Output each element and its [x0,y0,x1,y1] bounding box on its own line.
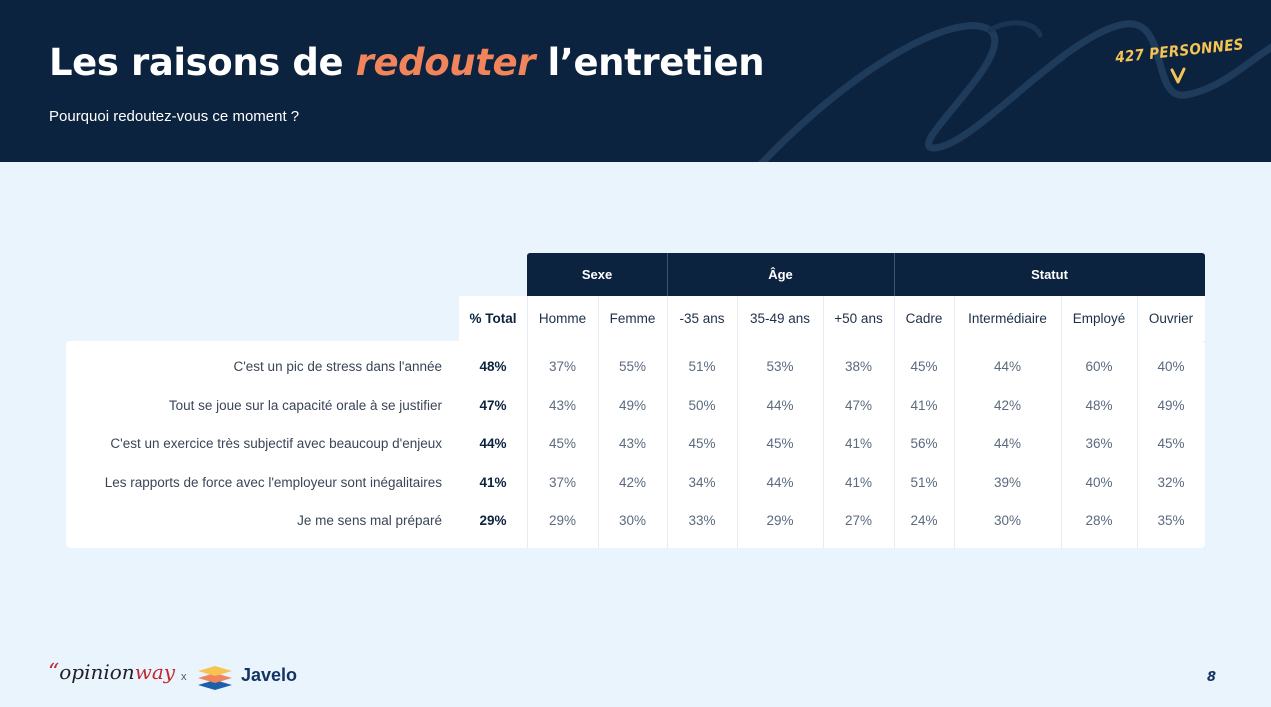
javelo-logo-icon [198,666,232,690]
column-header: Cadre [905,311,943,326]
column-divider [1137,296,1138,548]
table-cell: 49% [1157,397,1185,413]
column-header: -35 ans [679,311,725,326]
column-header: Femme [609,311,656,326]
row-label: Je me sens mal préparé [297,513,442,529]
column-header-band [459,296,1205,341]
column-divider [954,296,955,548]
column-divider [667,296,668,548]
table-cell: 44% [993,359,1022,374]
table-cell: 43% [548,397,577,413]
table-cell: 41% [844,436,873,452]
opinionway-logo: “opinionway [48,660,176,685]
table-cell: 48% [479,359,507,374]
table-cell: 39% [993,474,1022,490]
table-cell: 49% [618,397,647,413]
table-cell: 44% [479,436,507,452]
group-header: Sexe [581,267,613,282]
chevron-down-icon [1170,67,1186,84]
table-cell: 29% [548,513,577,529]
title-text-start: Les raisons de [49,41,356,84]
table-cell: 45% [1157,436,1185,452]
table-cell: 55% [618,359,647,374]
table-cell: 42% [993,397,1022,413]
table-cell: 41% [479,474,507,490]
table-cell: 56% [910,436,938,452]
group-divider [667,253,668,296]
table-cell: 41% [844,474,873,490]
table-cell: 36% [1085,436,1113,452]
column-header: 35-49 ans [749,311,811,326]
table-cell: 45% [766,436,794,452]
table-cell: 27% [844,513,873,529]
table-cell: 37% [548,474,577,490]
column-header: % Total [469,311,517,326]
group-header-bar [527,253,1205,296]
table-cell: 24% [910,513,938,529]
table-cell: 29% [479,513,507,529]
table-cell: 45% [688,436,716,452]
table-cell: 40% [1085,474,1113,490]
column-divider [1061,296,1062,548]
table-cell: 35% [1157,513,1185,529]
column-divider [737,296,738,548]
table-cell: 48% [1085,397,1113,413]
respondents-count: 427 PERSONNES [1114,35,1245,67]
row-label: C'est un pic de stress dans l'année [233,359,442,374]
table-cell: 44% [993,436,1022,452]
table-cell: 30% [993,513,1022,529]
page-title: Les raisons de redouter l’entretien [49,41,765,84]
column-header: Intermédiaire [968,311,1047,326]
column-header: Ouvrier [1148,311,1194,326]
page-subtitle: Pourquoi redoutez-vous ce moment ? [49,108,300,125]
table-cell: 30% [618,513,647,529]
slide-header: Les raisons de redouter l’entretien Pour… [0,0,1271,162]
group-header: Âge [768,267,793,282]
column-divider [598,296,599,548]
table-cell: 37% [548,359,577,374]
table-cell: 47% [844,397,873,413]
row-label: Les rapports de force avec l'employeur s… [104,474,442,490]
table-cell: 32% [1157,474,1185,490]
column-divider [527,296,528,548]
table-cell: 28% [1085,513,1113,529]
table-cell: 42% [618,474,647,490]
row-label: Tout se joue sur la capacité orale à se … [168,397,442,413]
table-cell: 29% [766,513,794,529]
decorative-swirl [758,20,1271,162]
row-label: C'est un exercice très subjectif avec be… [110,436,442,452]
column-header: +50 ans [834,311,883,326]
table-cell: 44% [766,397,794,413]
group-header: Statut [1031,267,1068,282]
table-cell: 38% [844,359,873,374]
column-divider [823,296,824,548]
table-cell: 45% [548,436,577,452]
table-cell: 41% [910,397,938,413]
table-cell: 47% [479,397,507,413]
title-accent: redouter [355,41,536,84]
column-header: Homme [538,311,587,326]
logo-separator: x [181,671,187,683]
column-divider [894,296,895,548]
table-cell: 34% [688,474,716,490]
table-cell: 60% [1085,359,1113,374]
respondents-badge: 427 PERSONNES [1114,35,1245,91]
table-cell: 45% [910,359,938,374]
column-header: Employé [1072,311,1126,326]
table-body-card [66,341,1205,548]
table-cell: 33% [688,513,716,529]
javelo-logo-text: Javelo [241,665,298,685]
table-cell: 50% [688,397,716,413]
title-text-end: l’entretien [535,41,765,84]
table-cell: 40% [1157,359,1185,374]
table-cell: 43% [618,436,647,452]
page-number: 8 [1207,670,1217,685]
table-cell: 51% [910,474,938,490]
table-cell: 44% [766,474,794,490]
table-cell: 53% [766,359,794,374]
group-divider [894,253,895,296]
table-cell: 51% [688,359,716,374]
